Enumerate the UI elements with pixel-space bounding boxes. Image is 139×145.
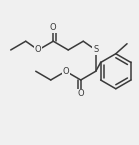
Text: O: O: [50, 23, 57, 32]
Text: O: O: [77, 89, 84, 98]
Text: S: S: [93, 46, 98, 55]
Text: O: O: [62, 67, 69, 76]
Text: O: O: [35, 46, 42, 55]
